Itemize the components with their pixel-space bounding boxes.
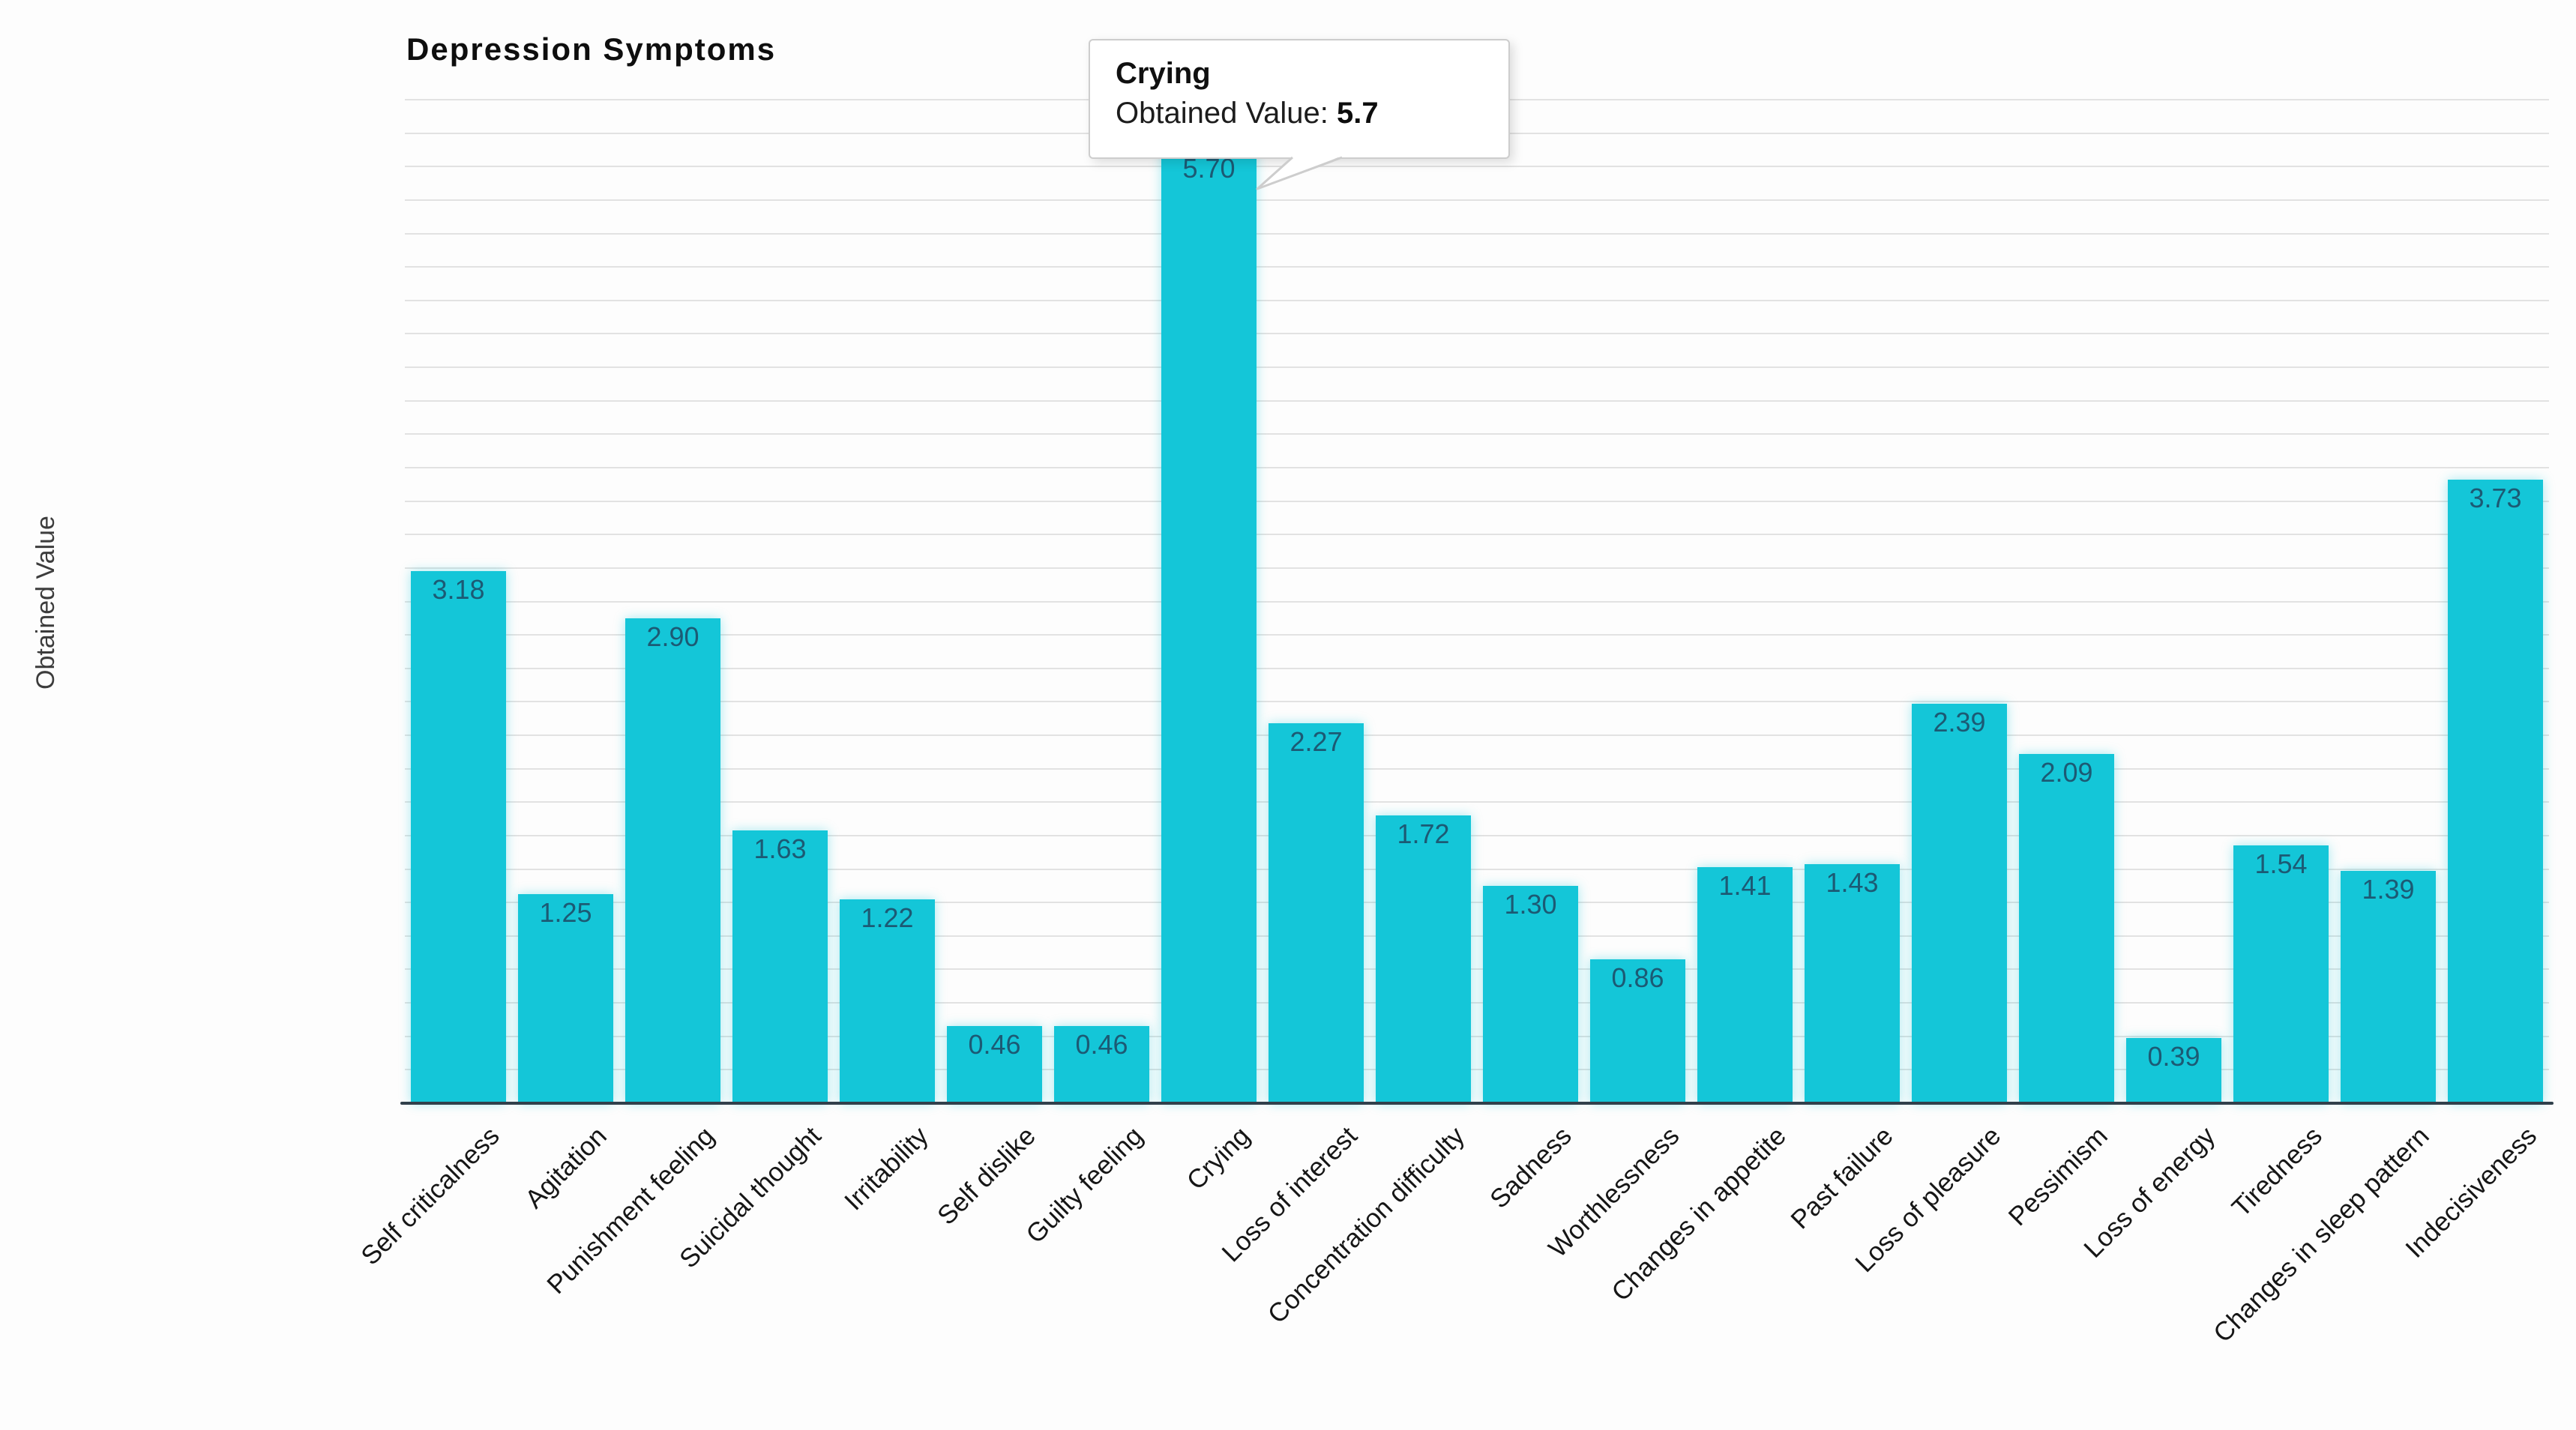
x-axis-label: Self dislike: [932, 1121, 1042, 1231]
tooltip-value: 5.7: [1337, 97, 1379, 130]
bar-guilty-feeling[interactable]: 0.46: [1054, 1026, 1149, 1103]
gridline: [405, 1069, 2549, 1071]
gridline: [405, 667, 2549, 669]
x-axis-line: [400, 1102, 2554, 1105]
gridline: [405, 333, 2549, 335]
tooltip-value-line: Obtained Value: 5.7: [1116, 97, 1508, 130]
bar-value-label: 1.25: [539, 897, 592, 929]
bar-changes-in-sleep-pattern[interactable]: 1.39: [2341, 870, 2436, 1103]
x-axis-label: Changes in sleep pattern: [2208, 1121, 2436, 1348]
bar-worthlessness[interactable]: 0.86: [1590, 959, 1685, 1103]
gridline: [405, 600, 2549, 603]
gridline: [405, 935, 2549, 937]
bar-value-label: 2.90: [646, 621, 699, 652]
bar-value-label: 0.39: [2147, 1040, 2200, 1072]
x-axis-label: Changes in appetite: [1606, 1121, 1793, 1307]
bar-value-label: 1.54: [2254, 848, 2308, 880]
bar-value-label: 1.30: [1504, 888, 1557, 920]
x-axis-label: Concentration difficulty: [1262, 1121, 1471, 1330]
bar-value-label: 1.41: [1718, 870, 1772, 902]
bar-loss-of-energy[interactable]: 0.39: [2126, 1037, 2221, 1103]
gridline: [405, 801, 2549, 803]
bar-suicidal-thought[interactable]: 1.63: [732, 830, 828, 1103]
bar-pessimism[interactable]: 2.09: [2019, 753, 2114, 1103]
bar-agitation[interactable]: 1.25: [518, 894, 613, 1103]
y-axis-title: Obtained Value: [31, 516, 60, 690]
x-axis-label: Pessimism: [2002, 1121, 2114, 1232]
gridline: [405, 433, 2549, 435]
bar-loss-of-pleasure[interactable]: 2.39: [1912, 703, 2007, 1103]
x-axis-label: Crying: [1181, 1121, 1257, 1196]
gridline: [405, 701, 2549, 703]
bar-value-label: 1.72: [1397, 818, 1450, 850]
gridline: [405, 567, 2549, 569]
gridline: [405, 1002, 2549, 1004]
gridline: [405, 232, 2549, 235]
tooltip: Crying Obtained Value: 5.7: [1089, 39, 1510, 159]
x-axis-label: Self criticalness: [355, 1121, 506, 1271]
gridline: [405, 767, 2549, 770]
bar-self-criticalness[interactable]: 3.18: [411, 571, 506, 1103]
gridline: [405, 868, 2549, 870]
bar-punishment-feeling[interactable]: 2.90: [625, 618, 720, 1103]
gridline: [405, 1035, 2549, 1037]
bar-value-label: 2.27: [1289, 726, 1343, 758]
gridline: [405, 299, 2549, 301]
x-axis-label: Sadness: [1484, 1121, 1578, 1214]
gridline: [405, 266, 2549, 268]
bar-value-label: 3.18: [432, 574, 485, 606]
bar-value-label: 3.73: [2469, 482, 2522, 513]
gridline: [405, 734, 2549, 737]
x-axis-label: Irritability: [839, 1121, 935, 1216]
gridline: [405, 500, 2549, 502]
x-axis-label: Past failure: [1785, 1121, 1900, 1235]
gridline: [405, 968, 2549, 971]
bar-indecisiveness[interactable]: 3.73: [2448, 479, 2543, 1103]
gridline: [405, 199, 2549, 201]
bar-self-dislike[interactable]: 0.46: [947, 1026, 1042, 1103]
bar-value-label: 0.46: [1075, 1029, 1128, 1061]
bar-value-label: 2.39: [1933, 706, 1986, 737]
bar-concentration-difficulty[interactable]: 1.72: [1376, 815, 1471, 1103]
bar-value-label: 0.46: [968, 1029, 1021, 1061]
gridline: [405, 166, 2549, 168]
gridline: [405, 466, 2549, 468]
gridline: [405, 534, 2549, 536]
gridline: [405, 366, 2549, 369]
tooltip-title: Crying: [1116, 57, 1211, 90]
bar-changes-in-appetite[interactable]: 1.41: [1697, 867, 1793, 1103]
bar-past-failure[interactable]: 1.43: [1805, 863, 1900, 1103]
tooltip-value-label: Obtained Value:: [1116, 97, 1328, 130]
gridline: [405, 634, 2549, 636]
bar-value-label: 1.22: [861, 902, 914, 933]
chart-title: Depression Symptoms: [406, 31, 777, 67]
bar-irritability[interactable]: 1.22: [840, 899, 935, 1103]
x-axis-label: Agitation: [520, 1121, 613, 1214]
bar-value-label: 0.86: [1611, 962, 1664, 994]
tooltip-pointer-icon: [1256, 156, 1343, 190]
bar-crying[interactable]: 5.70: [1161, 149, 1257, 1103]
bar-value-label: 1.43: [1826, 866, 1879, 898]
gridline: [405, 399, 2549, 402]
bar-value-label: 2.09: [2040, 756, 2093, 788]
bar-sadness[interactable]: 1.30: [1483, 885, 1578, 1103]
bar-value-label: 1.63: [753, 833, 807, 865]
bar-tiredness[interactable]: 1.54: [2233, 845, 2329, 1103]
x-axis-label: Tiredness: [2226, 1121, 2329, 1223]
gridline: [405, 834, 2549, 836]
bar-loss-of-interest[interactable]: 2.27: [1269, 723, 1364, 1103]
bar-value-label: 1.39: [2362, 873, 2415, 905]
gridline: [405, 902, 2549, 904]
